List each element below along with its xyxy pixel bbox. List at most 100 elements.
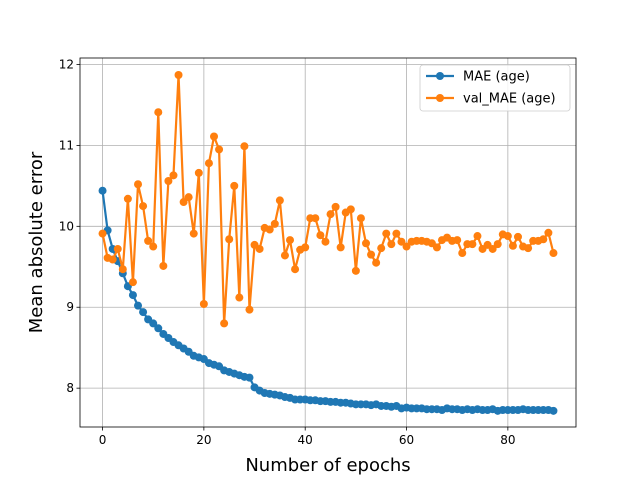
axis-ticks: 0 20 40 60 80 8 9 10 11 12 bbox=[59, 57, 516, 447]
data-point bbox=[220, 319, 229, 328]
data-point bbox=[134, 301, 143, 310]
data-point bbox=[549, 249, 558, 258]
y-tick-label: 12 bbox=[59, 57, 74, 71]
legend-item: MAE (age) bbox=[426, 70, 530, 85]
data-point bbox=[524, 244, 533, 253]
data-point bbox=[351, 266, 360, 275]
data-point bbox=[488, 244, 497, 253]
data-point bbox=[108, 255, 117, 264]
data-point bbox=[453, 236, 462, 245]
data-point bbox=[128, 278, 137, 287]
y-tick-label: 9 bbox=[66, 300, 74, 314]
legend-box bbox=[419, 64, 571, 112]
data-point bbox=[159, 261, 168, 270]
data-point bbox=[144, 236, 153, 245]
x-tick-label: 40 bbox=[298, 433, 313, 447]
data-point bbox=[321, 237, 330, 246]
data-point bbox=[468, 240, 477, 249]
data-point bbox=[154, 324, 163, 333]
y-tick-label: 10 bbox=[59, 219, 74, 233]
data-point bbox=[549, 406, 558, 415]
data-point bbox=[432, 243, 441, 252]
data-point bbox=[301, 243, 310, 252]
legend-marker bbox=[436, 94, 444, 102]
data-point bbox=[387, 240, 396, 249]
data-point bbox=[367, 250, 376, 259]
legend-label: val_MAE (age) bbox=[463, 92, 556, 107]
data-point bbox=[503, 232, 512, 241]
data-point bbox=[508, 241, 517, 250]
data-point bbox=[225, 235, 234, 244]
data-point bbox=[240, 142, 249, 151]
x-tick-label: 60 bbox=[399, 433, 414, 447]
data-point bbox=[149, 242, 158, 251]
data-point bbox=[199, 300, 208, 308]
data-point bbox=[331, 202, 340, 211]
data-point bbox=[245, 305, 254, 314]
data-point bbox=[149, 319, 158, 328]
series-layer bbox=[98, 70, 558, 415]
data-point bbox=[164, 177, 173, 185]
data-point bbox=[493, 240, 502, 249]
data-point bbox=[377, 244, 386, 253]
data-point bbox=[98, 186, 107, 195]
y-tick-label: 11 bbox=[59, 138, 74, 152]
data-point bbox=[194, 168, 203, 177]
data-point bbox=[128, 291, 137, 300]
data-point bbox=[235, 293, 244, 302]
data-point bbox=[184, 193, 193, 202]
data-point bbox=[362, 239, 370, 248]
data-point bbox=[336, 243, 345, 252]
data-point bbox=[169, 171, 178, 180]
data-point bbox=[174, 70, 183, 79]
data-point bbox=[204, 159, 213, 168]
data-point bbox=[98, 229, 107, 238]
data-point bbox=[118, 265, 127, 274]
data-point bbox=[402, 242, 411, 251]
x-tick-label: 20 bbox=[196, 433, 211, 447]
plot-frame bbox=[79, 57, 577, 428]
data-point bbox=[123, 194, 132, 203]
data-point bbox=[372, 258, 381, 267]
data-point bbox=[539, 235, 548, 244]
series-val-mae bbox=[98, 70, 558, 328]
data-point bbox=[397, 237, 406, 246]
legend-label: MAE (age) bbox=[463, 70, 530, 85]
data-point bbox=[326, 210, 335, 219]
data-point bbox=[382, 229, 391, 238]
data-point bbox=[513, 232, 522, 241]
data-point bbox=[245, 373, 254, 382]
data-point bbox=[544, 228, 553, 237]
data-point bbox=[392, 229, 401, 238]
legend: MAE (age) val_MAE (age) bbox=[419, 64, 571, 112]
legend-item: val_MAE (age) bbox=[426, 92, 556, 107]
data-point bbox=[316, 231, 325, 240]
data-point bbox=[265, 225, 274, 234]
data-point bbox=[210, 132, 219, 141]
legend-marker bbox=[436, 72, 444, 80]
data-point bbox=[286, 236, 294, 245]
y-axis-label: Mean absolute error bbox=[26, 151, 47, 333]
data-point bbox=[458, 249, 467, 258]
data-point bbox=[346, 205, 355, 214]
data-point bbox=[154, 108, 163, 117]
data-point bbox=[275, 196, 284, 205]
x-tick-label: 80 bbox=[500, 433, 515, 447]
data-point bbox=[139, 308, 148, 317]
data-point bbox=[189, 229, 198, 238]
data-point bbox=[255, 244, 264, 253]
data-point bbox=[311, 214, 320, 223]
data-point bbox=[113, 244, 122, 253]
data-point bbox=[291, 265, 300, 274]
x-axis-label: Number of epochs bbox=[245, 455, 410, 476]
data-point bbox=[179, 198, 188, 207]
y-tick-label: 8 bbox=[66, 381, 74, 395]
data-point bbox=[230, 181, 239, 190]
data-point bbox=[134, 180, 143, 189]
data-point bbox=[139, 202, 148, 211]
data-point bbox=[356, 214, 365, 223]
data-point bbox=[280, 251, 289, 260]
data-point bbox=[270, 219, 279, 228]
data-point bbox=[215, 145, 224, 154]
